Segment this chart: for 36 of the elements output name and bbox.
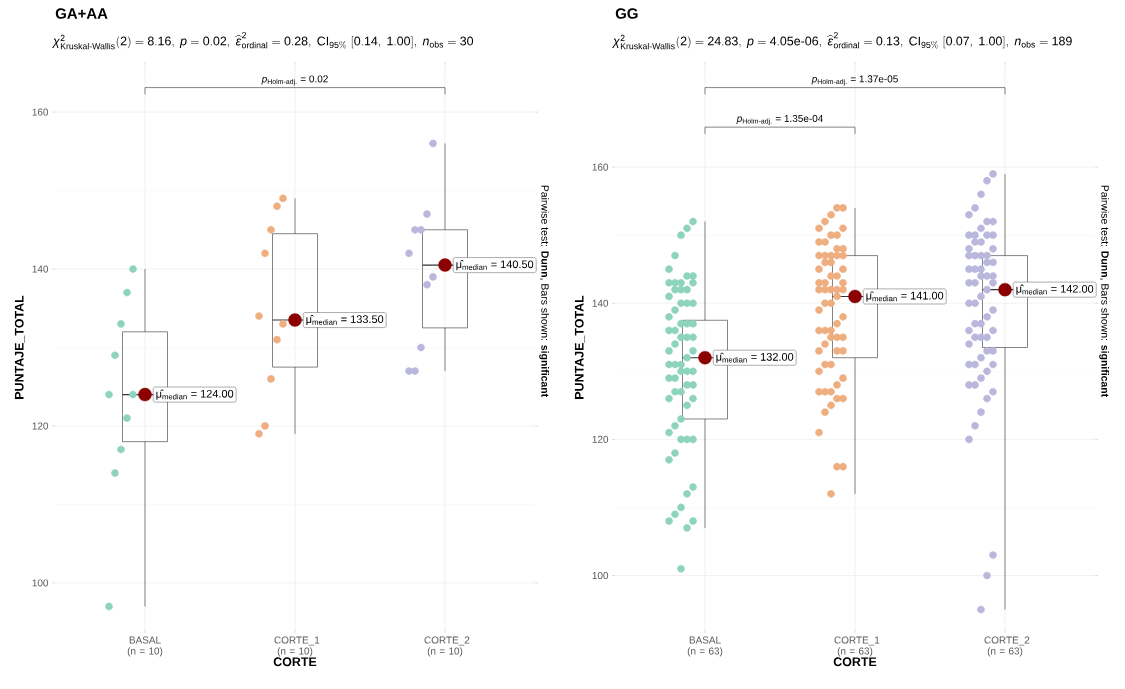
text: Pairwise test: Dunn, Bars shown: significant [539,185,549,398]
x-axis-title: CORTE [833,657,877,667]
annotation: p$_{Holm-adj.}$ = 0.02 [261,75,328,86]
data-label: μ̂$_{median}$ = 124.00 [156,389,234,400]
x-tick-label: BASAL (n = 63) [687,636,723,657]
chart-title: GA+AA [55,8,108,19]
data-label: μ̂$_{median}$ = 141.00 [866,291,944,302]
data-label: μ̂$_{median}$ = 142.00 [1016,284,1094,295]
data-label: μ̂$_{median}$ = 132.00 [716,352,794,363]
x-tick-label: CORTE_1 (n = 10) [274,636,320,657]
y-axis-title: PUNTAJE_TOTAL [14,295,26,399]
y-axis-title: PUNTAJE_TOTAL [574,295,586,399]
y-tick-label: 100 [32,579,49,587]
annotation: p$_{Holm-adj.}$ = 1.35e-04 [736,114,823,125]
y-tick-label: 120 [592,435,609,443]
x-tick-label: CORTE_2 (n = 63) [984,636,1030,657]
y-tick-label: 140 [32,265,49,273]
x-tick-label: CORTE_1 (n = 63) [834,636,880,657]
chart-title: GG [615,8,638,19]
y-tick-label: 160 [32,108,49,116]
x-axis-title: CORTE [273,657,317,667]
text: Pairwise test: Dunn, Bars shown: significant [1099,185,1109,398]
y-tick-label: 140 [592,299,609,307]
y-tick-label: 120 [32,422,49,430]
point [848,289,862,304]
y-tick-label: 100 [592,572,609,580]
point [698,351,712,365]
y-tick-label: 160 [592,163,609,171]
x-tick-label: CORTE_2 (n = 10) [424,636,470,657]
annotation: p$_{Holm-adj.}$ = 1.37e-05 [811,75,898,86]
chart-subtitle: $\chi^{2}_{\text{Kruskal-Wallis}}(2) = 24.83,\ p = 4.05\text{e-}06,\ \widehat{\epsilon}^{2}_{\text{ordinal}} = 0.13,\ \text{CI}_{95\%}\ [0.07,\ 1.00],\ n_{\text{obs}} = 189$ [612,32,1072,50]
x-tick-label: BASAL (n = 10) [127,636,163,657]
data-label: μ̂$_{median}$ = 140.50 [456,260,534,271]
point [998,282,1012,297]
chart-subtitle: $\chi^{2}_{\text{Kruskal-Wallis}}(2) = 8.16,\ p = 0.02,\ \widehat{\epsilon}^{2}_{\text{ordinal}} = 0.28,\ \text{CI}_{95\%}\ [0.14,\ 1.00],\ n_{\text{obs}} = 30$ [52,32,474,50]
data-label: μ̂$_{median}$ = 133.50 [306,315,384,326]
